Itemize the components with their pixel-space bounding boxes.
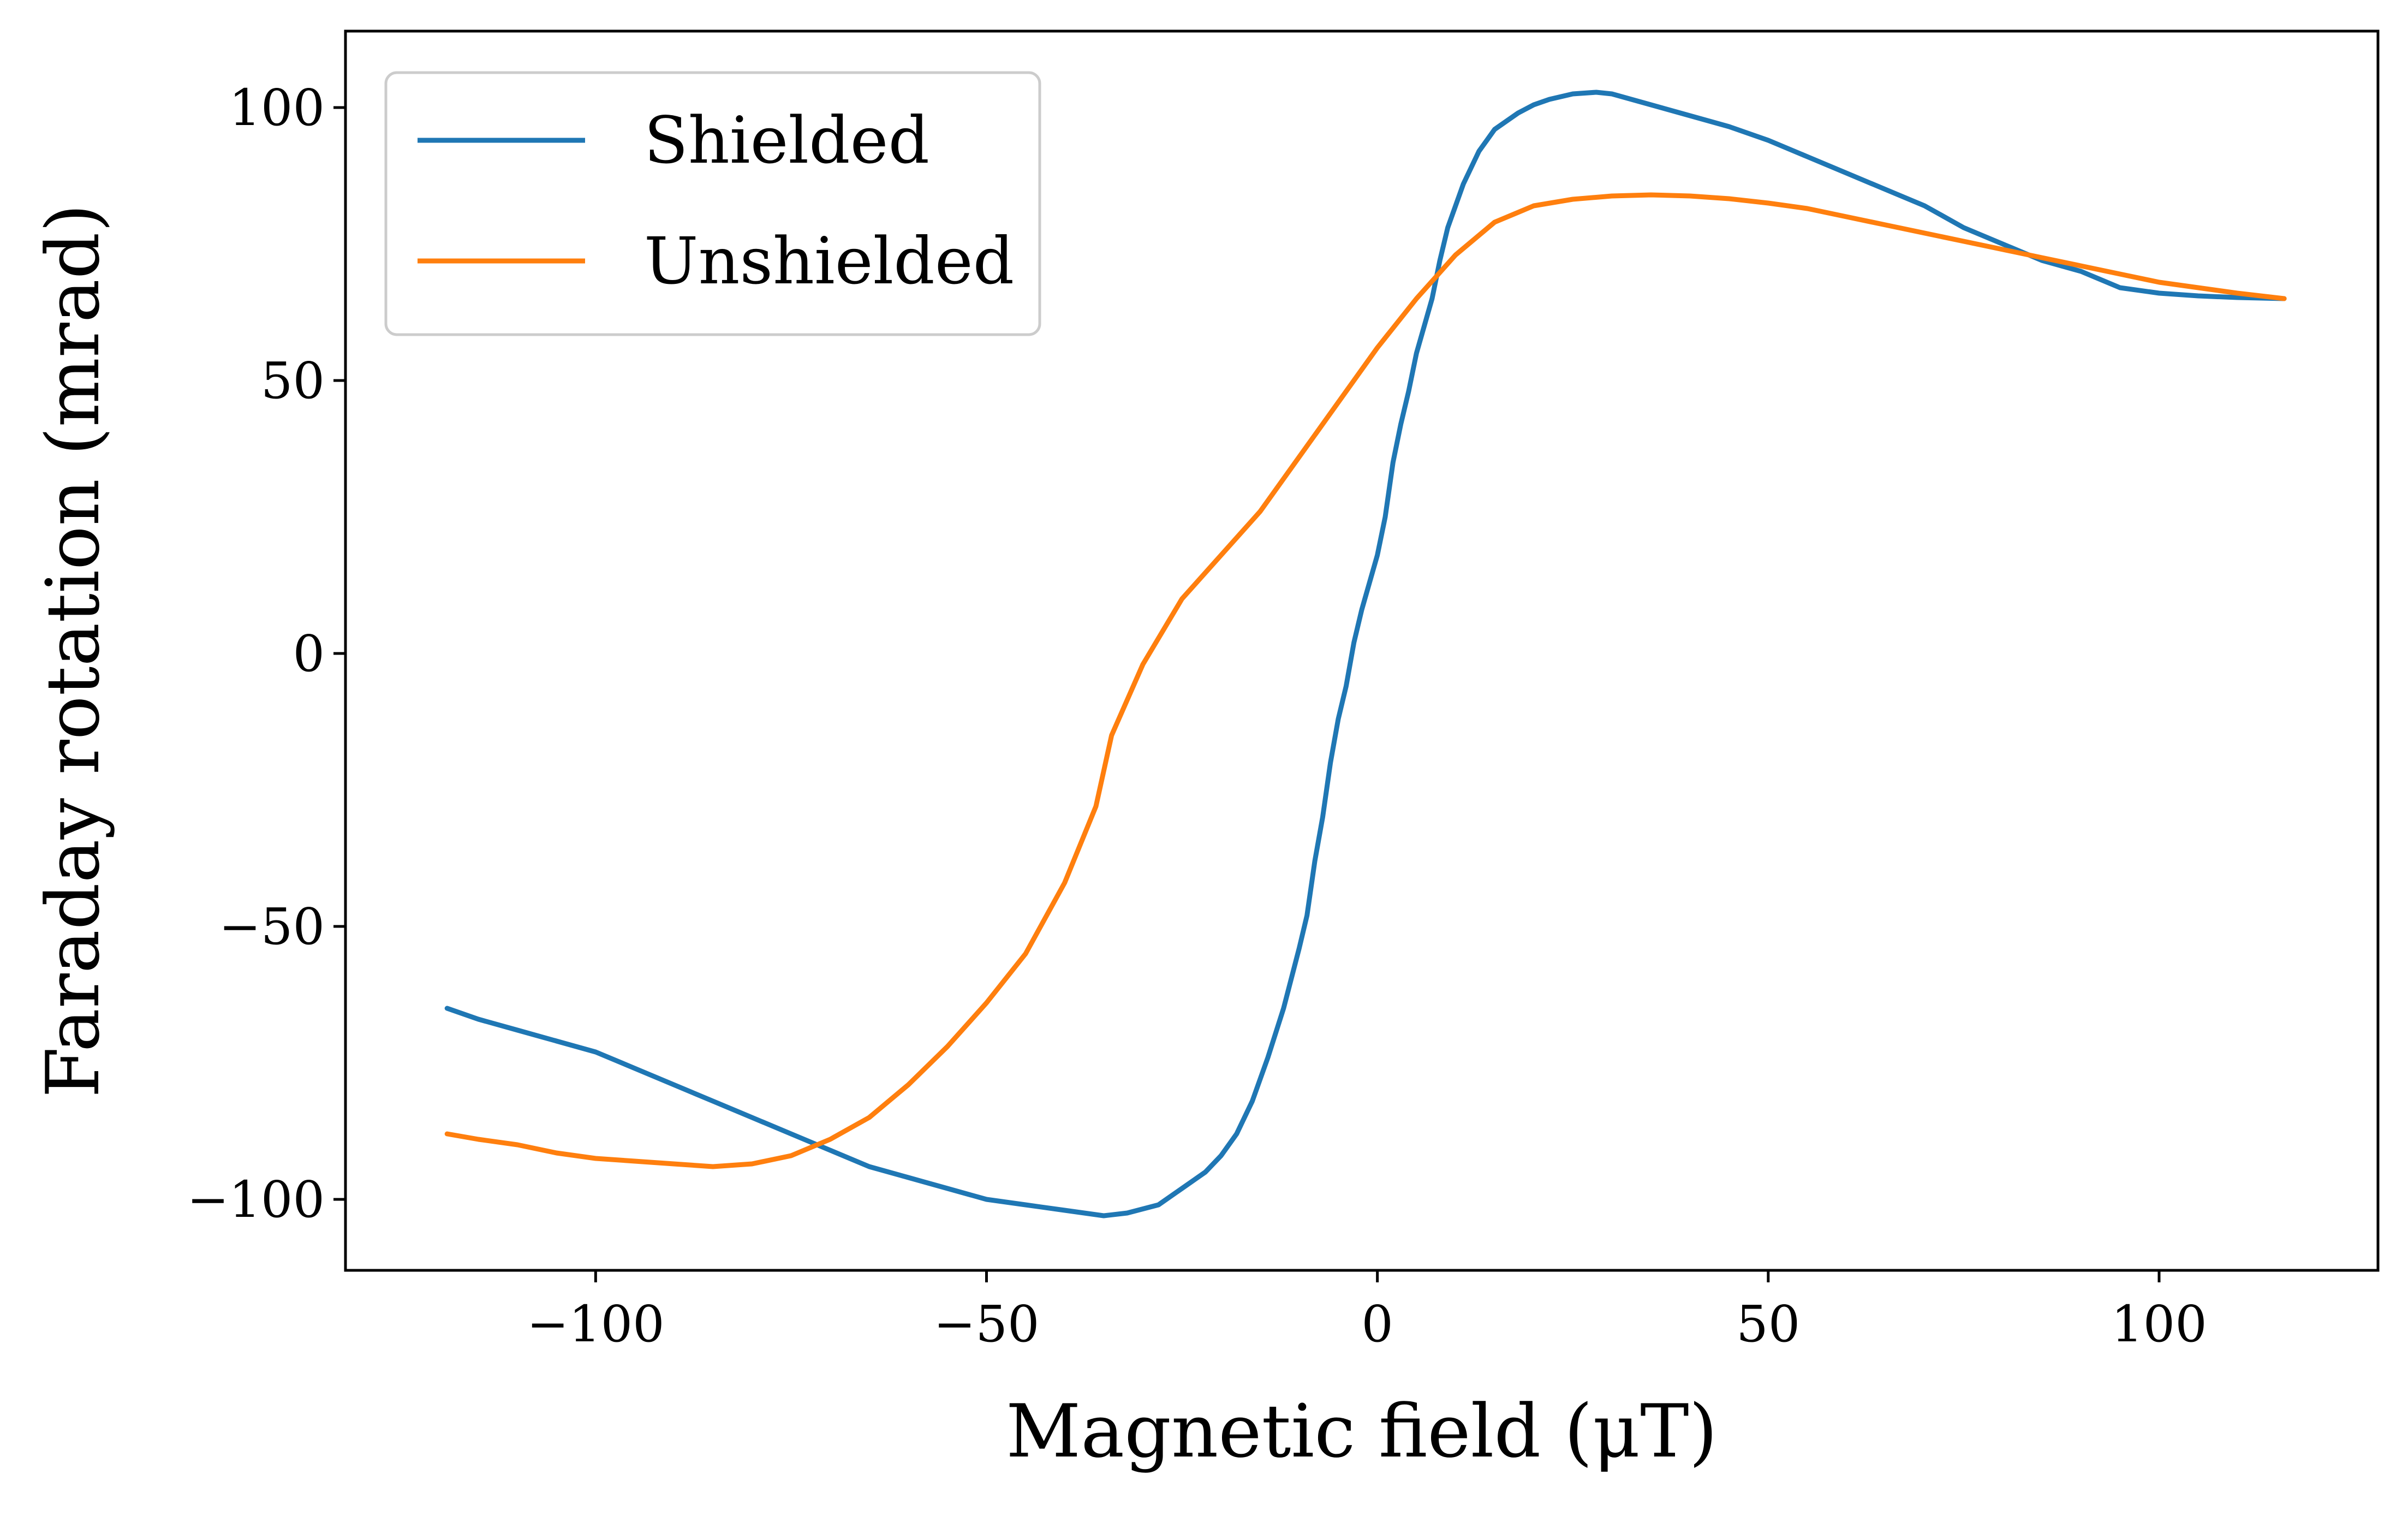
y-tick-label: −100 [187, 1170, 325, 1229]
x-tick-label: −50 [933, 1295, 1039, 1353]
x-tick-label: −100 [527, 1295, 665, 1353]
series-layer [444, 90, 2287, 1218]
x-axis: −100 −50 0 50 100 [527, 1270, 2207, 1353]
plot-frame [344, 29, 2380, 1272]
y-tick-label: 0 [293, 625, 325, 683]
y-tick-label: −50 [219, 897, 325, 956]
y-tick-label: 50 [261, 352, 325, 410]
y-axis: −100 −50 0 50 100 [187, 79, 345, 1229]
y-tick-label: 100 [229, 79, 325, 137]
legend-label-shielded: Shielded [644, 103, 929, 178]
plot-area [344, 29, 2380, 1272]
y-axis-label: Faraday rotation (mrad) [31, 204, 116, 1098]
legend-label-unshielded: Unshielded [644, 223, 1014, 299]
x-tick-label: 50 [1736, 1295, 1800, 1353]
series-line-unshielded [444, 192, 2287, 1169]
x-axis-label: Magnetic field (μT) [1006, 1389, 1718, 1474]
series-line-shielded [444, 90, 2287, 1218]
x-tick-label: 100 [2111, 1295, 2207, 1353]
legend: Shielded Unshielded [384, 71, 1041, 336]
x-tick-label: 0 [1361, 1295, 1393, 1353]
